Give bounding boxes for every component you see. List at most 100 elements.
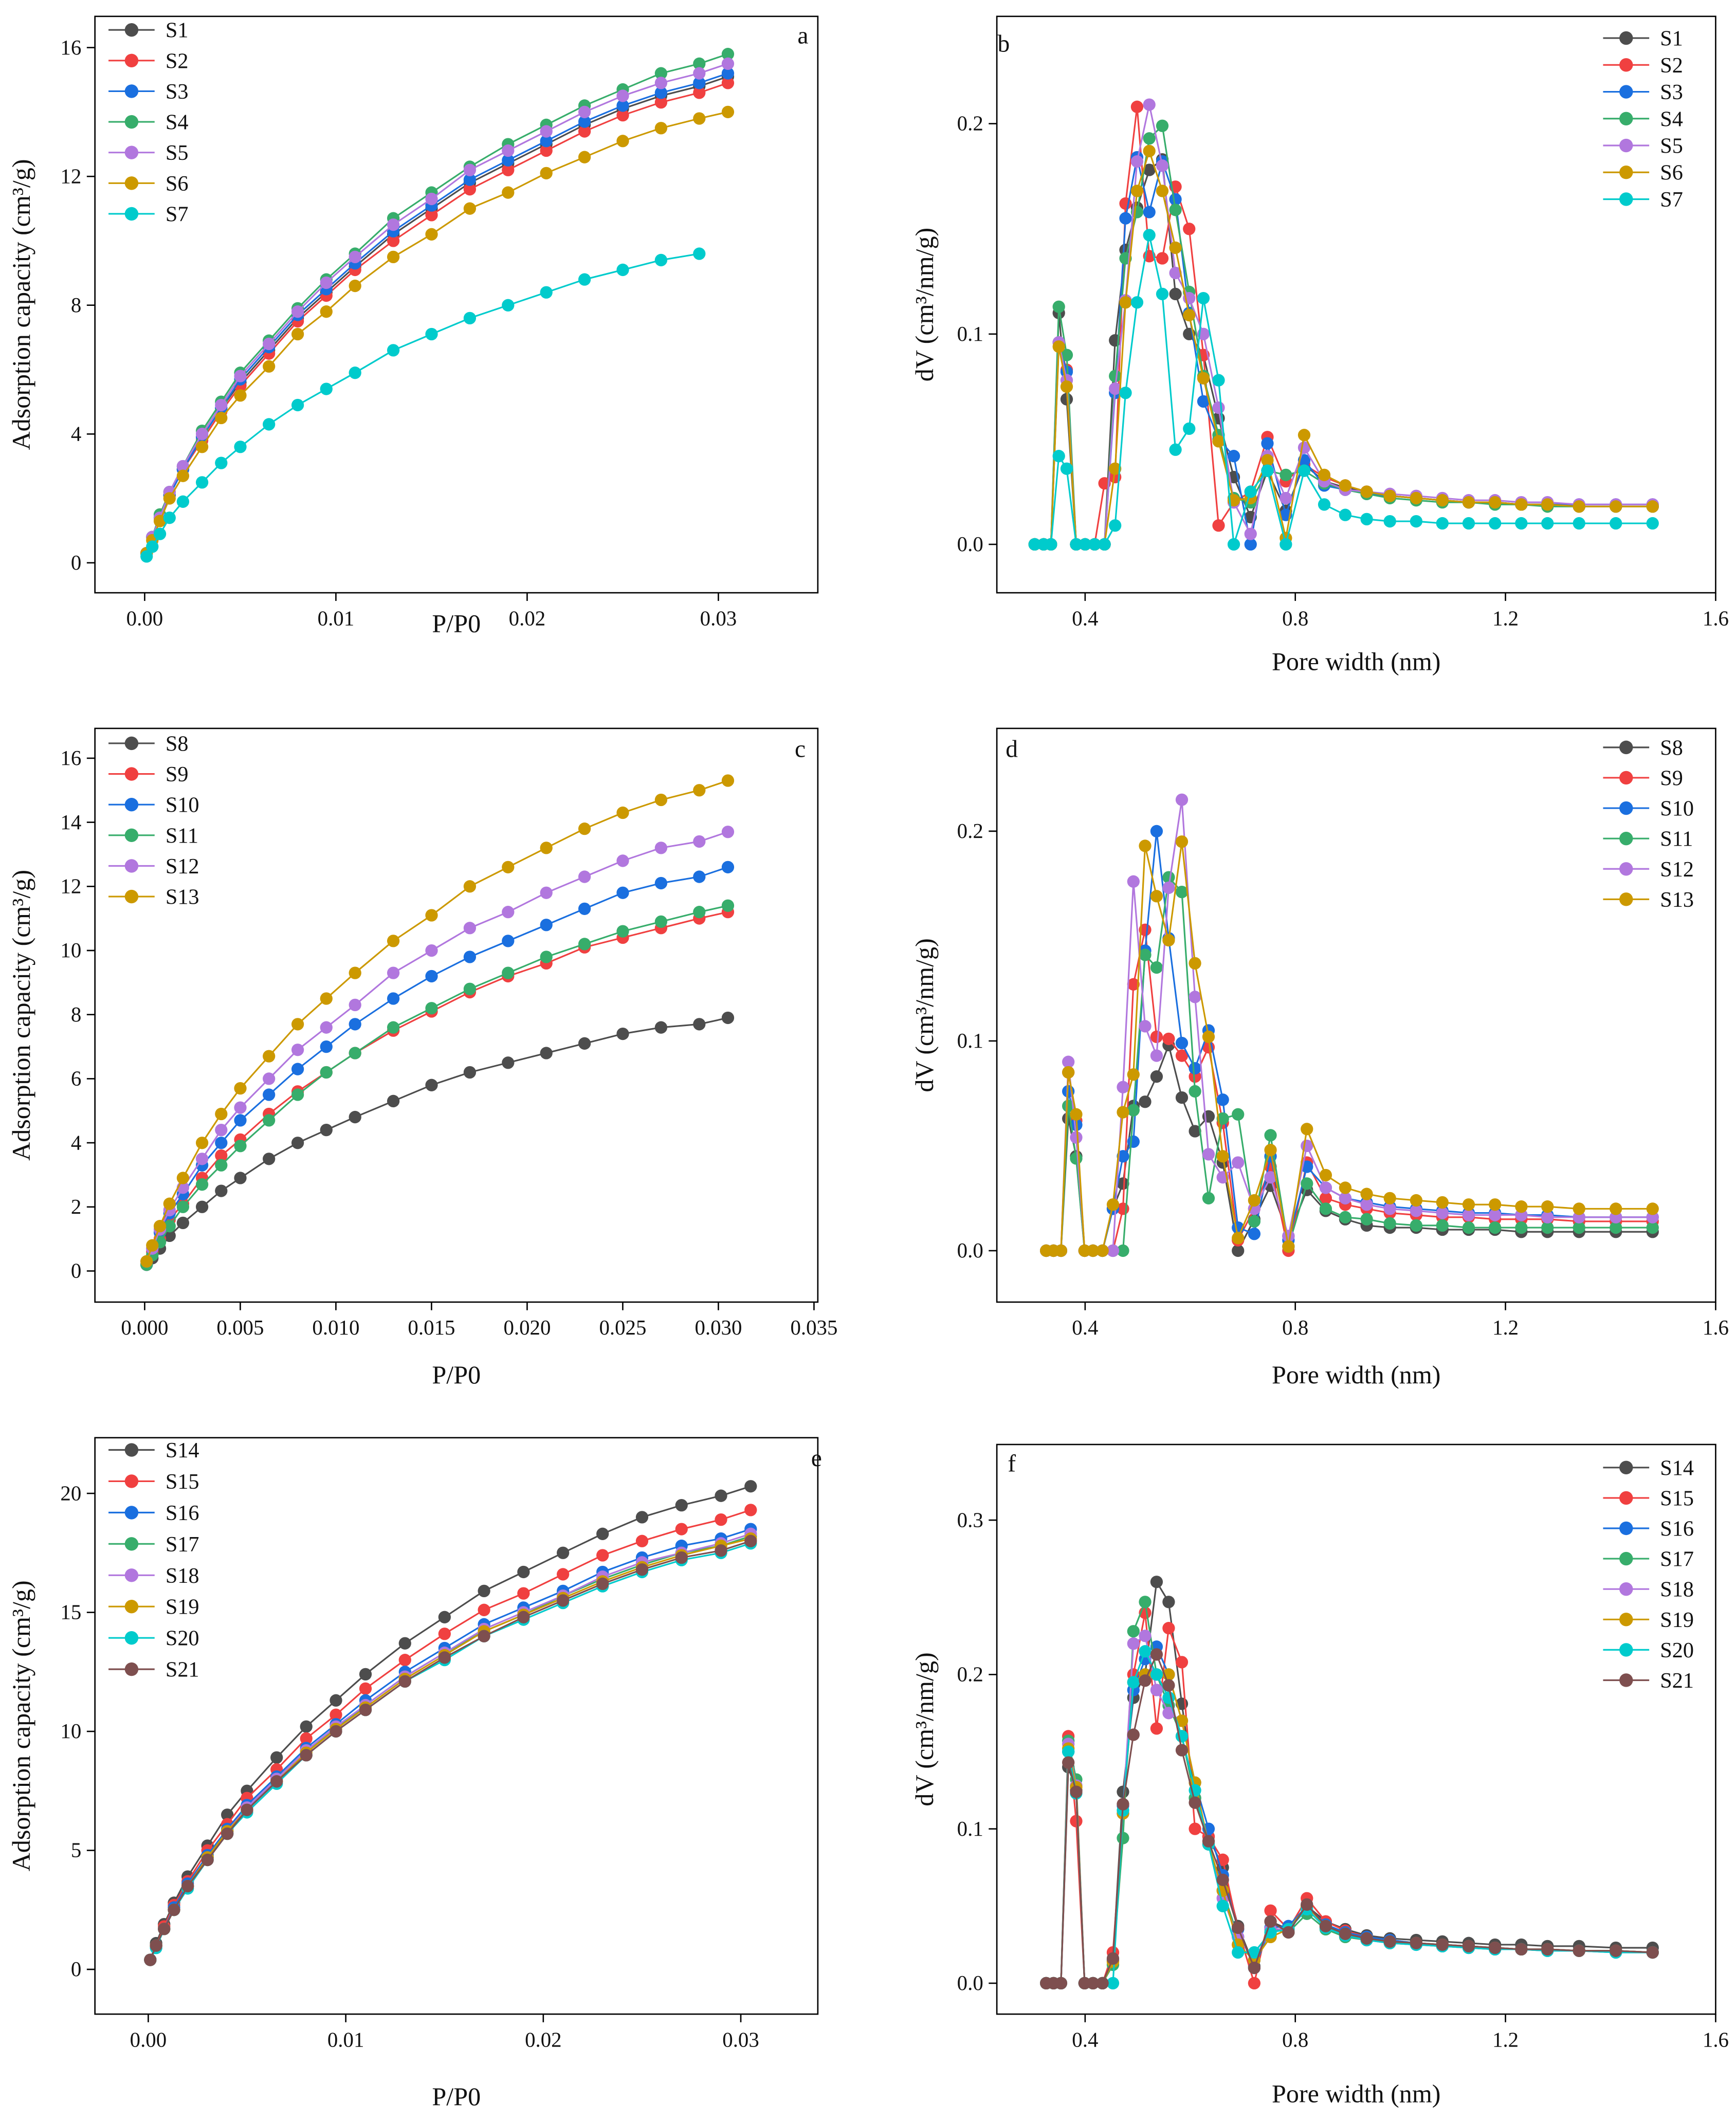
data-point <box>1139 1596 1152 1609</box>
data-point <box>502 1056 515 1069</box>
data-point <box>502 861 515 873</box>
data-point <box>1052 450 1065 463</box>
data-point <box>150 1939 162 1952</box>
data-point <box>578 1037 591 1050</box>
legend-item-S3: S3 <box>108 80 188 104</box>
data-point <box>1127 1676 1140 1689</box>
data-point <box>616 89 629 102</box>
data-point <box>616 263 629 277</box>
data-point <box>263 360 276 373</box>
data-point <box>596 1549 609 1562</box>
data-point <box>1127 1135 1140 1148</box>
legend-label: S7 <box>1660 188 1683 212</box>
x-tick-label: 0.4 <box>1072 607 1098 630</box>
data-point <box>1127 1625 1140 1638</box>
data-point <box>1156 252 1169 265</box>
data-point <box>693 77 706 89</box>
series-line <box>145 780 728 1262</box>
data-point <box>195 428 209 441</box>
data-point <box>1360 485 1373 498</box>
legend-marker <box>124 84 139 98</box>
data-point <box>1646 1221 1659 1234</box>
data-point <box>1143 98 1156 111</box>
data-point <box>1280 538 1292 551</box>
data-point <box>578 870 591 883</box>
data-point <box>1339 479 1352 492</box>
data-point <box>153 527 167 540</box>
data-point <box>1150 961 1163 974</box>
data-point <box>1264 1129 1277 1142</box>
data-point <box>1244 485 1257 498</box>
data-point <box>215 1149 228 1162</box>
y-tick-label: 10 <box>60 1720 81 1743</box>
data-point <box>291 1044 304 1056</box>
data-point <box>1610 1944 1622 1957</box>
data-point <box>330 1708 342 1721</box>
data-point <box>463 951 477 963</box>
data-point <box>270 1775 283 1788</box>
x-tick-label: 0.01 <box>327 2028 364 2051</box>
data-point <box>1175 885 1189 899</box>
x-tick-label: 0.035 <box>790 1316 837 1339</box>
y-axis-title: dV (cm³/nm/g) <box>910 228 939 381</box>
legend-label: S9 <box>166 762 189 787</box>
data-point <box>675 1499 688 1512</box>
panel-label: c <box>795 736 806 762</box>
data-point <box>1162 1707 1175 1720</box>
data-point <box>1162 1596 1175 1609</box>
legend-label: S14 <box>1660 1456 1694 1480</box>
legend-item-S15: S15 <box>108 1470 199 1494</box>
data-point <box>1197 291 1210 305</box>
x-axis-title: P/P0 <box>432 609 481 638</box>
y-tick-label: 14 <box>60 811 81 834</box>
legend-label: S14 <box>166 1438 199 1463</box>
data-point <box>425 327 438 341</box>
data-point <box>234 1082 247 1095</box>
data-point <box>654 842 668 854</box>
y-tick-label: 0 <box>71 1958 81 1981</box>
data-point <box>215 456 228 469</box>
x-tick-label: 0.4 <box>1072 2028 1098 2051</box>
data-point <box>616 135 629 148</box>
data-point <box>1264 1904 1277 1917</box>
legend-item-S13: S13 <box>108 885 199 909</box>
data-point <box>502 966 515 979</box>
legend-marker <box>124 207 139 221</box>
data-point <box>1070 538 1083 551</box>
data-point <box>1143 206 1156 218</box>
data-point <box>675 1551 688 1564</box>
legend-label: S3 <box>1660 80 1683 104</box>
data-point <box>540 842 553 854</box>
data-point <box>1573 1202 1585 1215</box>
data-point <box>1106 1244 1120 1257</box>
data-point <box>721 899 735 912</box>
data-point <box>1610 1202 1622 1215</box>
legend-label: S20 <box>166 1626 199 1651</box>
x-tick-label: 0.030 <box>695 1316 742 1339</box>
data-point <box>1216 1093 1229 1106</box>
data-point <box>1383 1217 1396 1230</box>
data-point <box>1248 1977 1261 1990</box>
legend-marker <box>1619 192 1633 206</box>
legend-marker <box>124 145 139 159</box>
data-point <box>1130 100 1144 113</box>
data-point <box>1261 437 1274 450</box>
legend-item-S9: S9 <box>1603 766 1683 790</box>
data-point <box>578 273 591 286</box>
data-point <box>616 99 629 112</box>
data-point <box>1127 1728 1140 1741</box>
data-point <box>1127 1068 1140 1081</box>
legend-label: S12 <box>1660 857 1694 882</box>
data-point <box>463 163 477 176</box>
data-point <box>1212 374 1225 387</box>
data-point <box>1248 1961 1261 1975</box>
y-tick-label: 5 <box>71 1839 81 1862</box>
data-point <box>176 495 190 508</box>
x-tick-label: 0.005 <box>216 1316 264 1339</box>
data-point <box>215 1184 228 1197</box>
data-point <box>1298 464 1311 477</box>
legend-label: S1 <box>166 19 189 43</box>
legend-label: S8 <box>166 732 189 756</box>
legend-marker <box>1619 1551 1633 1566</box>
